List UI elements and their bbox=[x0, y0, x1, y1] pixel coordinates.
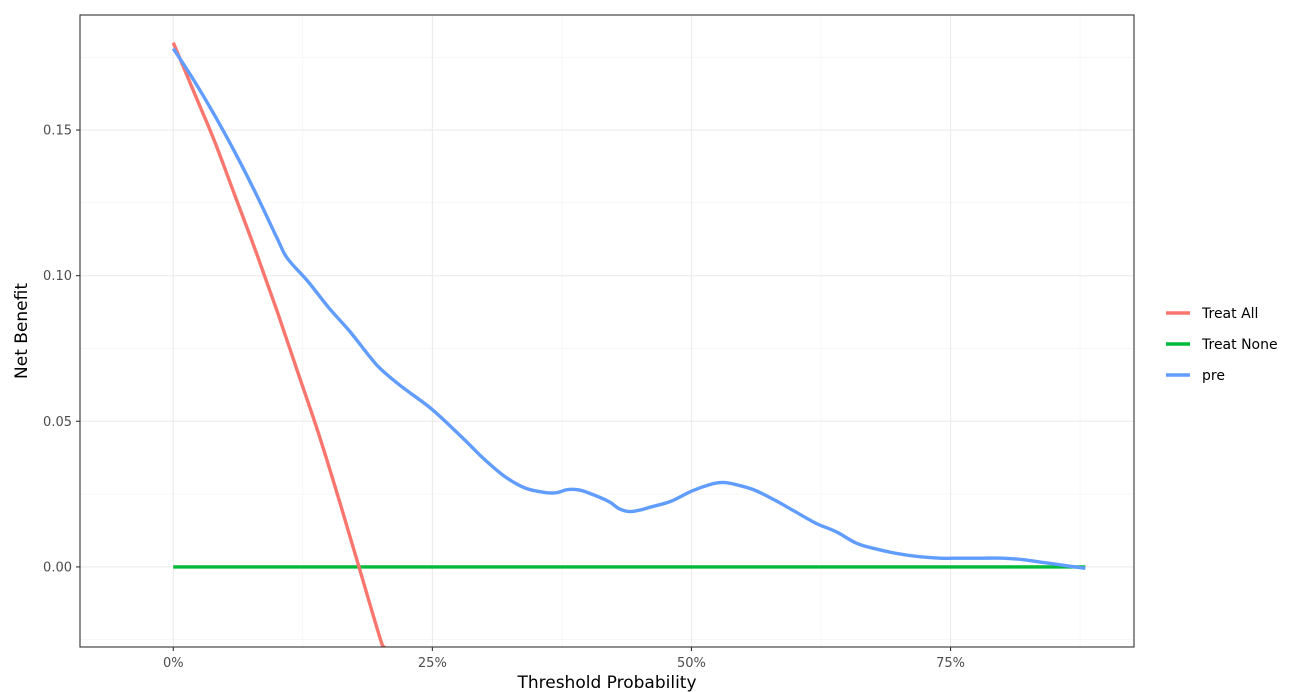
legend: Treat All Treat None pre bbox=[1166, 306, 1278, 384]
y-tick-label: 0.00 bbox=[43, 560, 72, 575]
legend-item-pre: pre bbox=[1166, 368, 1225, 384]
series-line-treat-all bbox=[171, 42, 386, 647]
legend-item-treat-none: Treat None bbox=[1166, 337, 1278, 353]
y-tick-label: 0.05 bbox=[43, 415, 72, 430]
y-tick-label: 0.10 bbox=[43, 269, 72, 284]
plot-panel-border bbox=[79, 14, 1135, 648]
legend-label-treat-none: Treat None bbox=[1201, 337, 1278, 353]
legend-label-pre: pre bbox=[1202, 368, 1225, 384]
plot-panel-background bbox=[80, 15, 1134, 647]
x-tick-label: 75% bbox=[936, 656, 965, 671]
y-axis: 0.00 0.05 0.10 0.15 bbox=[43, 124, 80, 575]
y-axis-title: Net Benefit bbox=[12, 283, 32, 379]
series-layer bbox=[171, 42, 1086, 647]
x-tick-label: 25% bbox=[418, 656, 447, 671]
x-axis: 0% 25% 50% 75% bbox=[163, 647, 965, 671]
x-tick-label: 50% bbox=[677, 656, 706, 671]
series-line-pre bbox=[171, 47, 1086, 571]
x-axis-title: Threshold Probability bbox=[516, 673, 696, 692]
legend-item-treat-all: Treat All bbox=[1166, 306, 1258, 322]
minor-gridlines bbox=[80, 15, 1134, 647]
y-tick-label: 0.15 bbox=[43, 124, 72, 139]
legend-label-treat-all: Treat All bbox=[1201, 306, 1258, 322]
x-tick-label: 0% bbox=[163, 656, 184, 671]
